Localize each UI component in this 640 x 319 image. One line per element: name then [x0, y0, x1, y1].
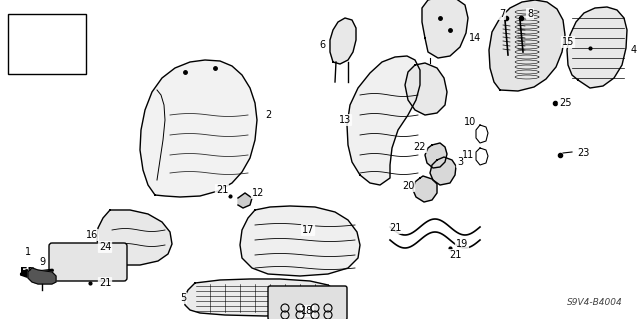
Text: S9V4-B4004: S9V4-B4004 — [567, 298, 623, 307]
Text: 18: 18 — [301, 306, 313, 316]
Polygon shape — [413, 176, 437, 202]
Text: 16: 16 — [86, 230, 98, 240]
Text: 21: 21 — [99, 278, 111, 288]
Polygon shape — [425, 143, 447, 168]
Text: 25: 25 — [559, 98, 572, 108]
Text: 11: 11 — [462, 150, 474, 160]
Polygon shape — [489, 0, 565, 91]
Text: 2: 2 — [265, 110, 271, 120]
Polygon shape — [140, 60, 257, 197]
Polygon shape — [567, 7, 627, 88]
Text: 14: 14 — [469, 33, 481, 43]
Polygon shape — [330, 18, 356, 64]
Text: 12: 12 — [252, 188, 264, 198]
Text: 6: 6 — [319, 40, 325, 50]
Polygon shape — [347, 56, 420, 185]
Text: 4: 4 — [631, 45, 637, 55]
FancyBboxPatch shape — [268, 286, 347, 319]
Text: 21: 21 — [449, 250, 461, 260]
FancyBboxPatch shape — [49, 243, 127, 281]
Polygon shape — [405, 63, 447, 115]
Text: 1: 1 — [25, 247, 31, 257]
Text: 15: 15 — [562, 37, 574, 47]
Text: 5: 5 — [180, 293, 186, 303]
Polygon shape — [422, 0, 468, 58]
Text: 3: 3 — [457, 157, 463, 167]
Text: 10: 10 — [464, 117, 476, 127]
Text: FR.: FR. — [20, 267, 40, 277]
Text: 21: 21 — [216, 185, 228, 195]
Text: 17: 17 — [302, 225, 314, 235]
Text: 19: 19 — [456, 239, 468, 249]
Bar — [8, 14, 86, 74]
Polygon shape — [240, 206, 360, 276]
Text: 22: 22 — [413, 142, 426, 152]
Text: 24: 24 — [99, 242, 111, 252]
Polygon shape — [238, 193, 252, 208]
Polygon shape — [430, 157, 456, 185]
Text: 9: 9 — [39, 257, 45, 267]
Text: 13: 13 — [339, 115, 351, 125]
Polygon shape — [28, 268, 56, 284]
Text: 20: 20 — [402, 181, 414, 191]
Text: 23: 23 — [577, 148, 589, 158]
Polygon shape — [97, 210, 172, 265]
Text: 8: 8 — [527, 9, 533, 19]
Text: 21: 21 — [389, 223, 401, 233]
Text: 7: 7 — [499, 9, 505, 19]
Polygon shape — [184, 279, 342, 316]
